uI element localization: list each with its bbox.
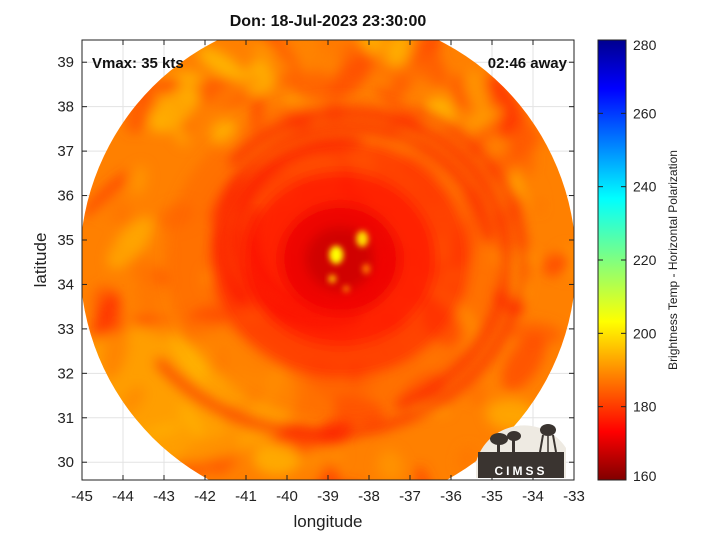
texture-blob (359, 40, 385, 55)
x-tick-label: -36 (440, 488, 462, 505)
logo-text: CIMSS (494, 464, 547, 478)
texture-blob (261, 40, 303, 75)
y-tick-label: 31 (57, 410, 74, 427)
texture-blob (131, 164, 148, 196)
warm-spots (328, 230, 371, 292)
spiral-band (215, 122, 494, 304)
x-tick-label: -42 (194, 488, 216, 505)
brightness-temperature-swath (82, 40, 574, 480)
y-tick-label: 34 (57, 276, 74, 293)
y-tick-label: 37 (57, 143, 74, 160)
y-tick-label: 39 (57, 54, 74, 71)
texture-blob (136, 268, 163, 317)
colorbar-tick-label: 180 (633, 399, 657, 415)
texture-blob (278, 68, 326, 104)
texture-blob (508, 125, 541, 157)
texture-blob (107, 216, 154, 269)
y-tick-label: 30 (57, 454, 74, 471)
spiral-band (155, 106, 528, 439)
colorbar-label: Brightness Temp - Horizontal Polarizatio… (666, 150, 680, 370)
x-tick-label: -40 (276, 488, 298, 505)
texture-blob (508, 321, 563, 345)
colorbar-tick-label: 260 (633, 105, 657, 121)
colorbar-tick-label: 160 (633, 468, 657, 484)
y-axis-label: latitude (31, 233, 50, 288)
texture-blob (377, 449, 404, 480)
y-tick-label: 33 (57, 321, 74, 338)
colorbar-tick-label: 280 (633, 37, 657, 53)
colorbar-ticks: 160 180 200 220 240 260 280 (598, 37, 657, 484)
cimss-logo: CIMSS (476, 424, 566, 478)
texture-blob (197, 47, 246, 82)
colorbar-tick-label: 220 (633, 252, 657, 268)
texture-blob (415, 465, 434, 480)
texture-blob (458, 446, 475, 472)
x-tick-label: -45 (71, 488, 93, 505)
warm-spot (343, 285, 350, 292)
warm-spot (328, 274, 337, 283)
x-tick-label: -37 (399, 488, 421, 505)
spiral-band (229, 108, 512, 410)
chart-title: Don: 18-Jul-2023 23:30:00 (229, 13, 427, 30)
logo-building (478, 452, 564, 478)
x-tick-label: -33 (563, 488, 585, 505)
texture-blob (252, 442, 300, 476)
texture-blob (468, 107, 503, 129)
y-tick-label: 36 (57, 188, 74, 205)
x-tick-label: -44 (112, 488, 134, 505)
time-away-annotation: 02:46 away (488, 55, 568, 72)
texture-blob (373, 61, 439, 81)
warm-spot (356, 230, 369, 247)
texture-blob (184, 113, 214, 137)
x-tick-label: -41 (235, 488, 257, 505)
y-tick-label: 38 (57, 99, 74, 116)
y-axis-ticks: 30 31 32 33 34 35 36 37 38 39 (57, 54, 574, 471)
texture-blob (299, 40, 319, 64)
x-tick-label: -35 (481, 488, 503, 505)
texture-blob (386, 40, 414, 67)
logo-dish-left (490, 433, 508, 445)
texture-blob (83, 170, 130, 217)
logo-dish-stand (497, 440, 500, 452)
texture-blob (543, 252, 570, 277)
texture-blob (464, 71, 491, 116)
texture-blob (501, 334, 546, 391)
vmax-annotation: Vmax: 35 kts (92, 55, 184, 72)
x-tick-label: -39 (317, 488, 339, 505)
texture-blob (101, 189, 118, 218)
y-tick-label: 32 (57, 365, 74, 382)
y-tick-label: 35 (57, 232, 74, 249)
colorbar-tick-label: 240 (633, 179, 657, 195)
x-axis-label: longitude (293, 512, 362, 531)
texture-blob (210, 72, 265, 104)
spiral-band (231, 136, 364, 327)
x-axis-ticks: -45 -44 -43 -42 -41 -40 -39 -38 -37 -36 -35 -34 -33 (71, 40, 585, 505)
x-tick-label: -34 (522, 488, 544, 505)
texture-blob (517, 166, 542, 213)
x-tick-label: -43 (153, 488, 175, 505)
spiral-band (247, 208, 388, 313)
warm-spot (329, 245, 344, 264)
texture-blob (424, 40, 442, 53)
logo-water-tower (540, 424, 556, 436)
x-tick-label: -38 (358, 488, 380, 505)
texture-blob (92, 291, 120, 340)
texture-blob (299, 447, 345, 469)
warm-spot (362, 263, 371, 274)
texture-blob (155, 90, 188, 147)
logo-dish-stand-2 (512, 440, 515, 452)
texture-blob (328, 52, 375, 101)
colorbar-tick-label: 200 (633, 325, 657, 341)
storm-core (155, 97, 528, 439)
logo-dish-mid (507, 431, 521, 441)
